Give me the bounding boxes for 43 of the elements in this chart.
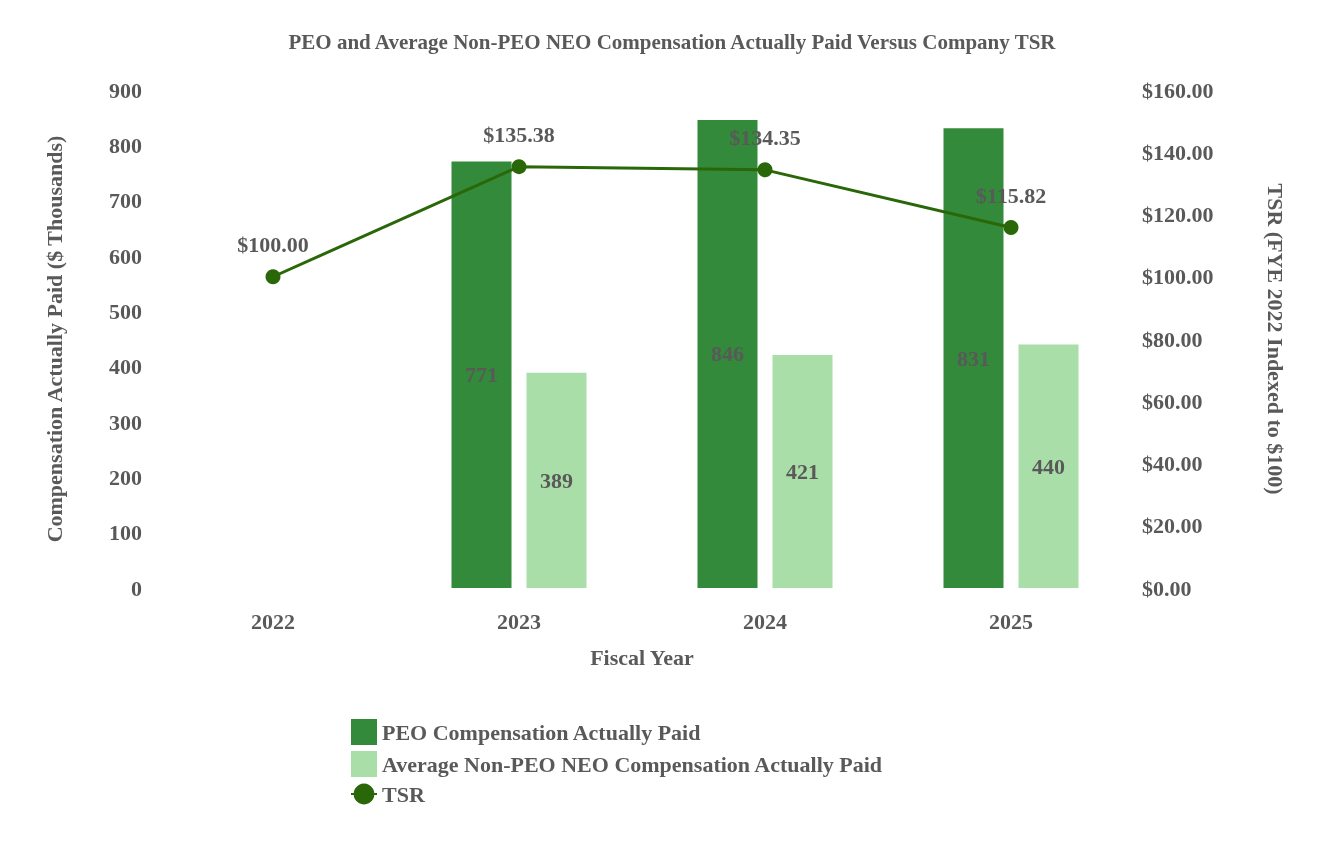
y-tick-label: 800	[109, 132, 142, 158]
y2-tick-label: $0.00	[1142, 575, 1192, 601]
y2-tick-label: $140.00	[1142, 139, 1214, 165]
bar	[526, 372, 587, 588]
y-tick-label: 500	[109, 298, 142, 324]
y2-axis-title: TSR (FYE 2022 Indexed to $100)	[1262, 183, 1288, 495]
point	[1003, 220, 1019, 236]
point	[265, 269, 281, 285]
y2-tick-label: $80.00	[1142, 326, 1203, 352]
x-tick-label: 2025	[989, 608, 1033, 634]
y2-tick-label: $40.00	[1142, 451, 1203, 476]
x-tick-label: 2023	[497, 608, 541, 634]
data-label: $100.00	[237, 231, 309, 257]
y2-tick-label: $60.00	[1142, 388, 1203, 414]
y-tick-label: 400	[109, 354, 142, 380]
y2-tick-label: $20.00	[1142, 513, 1203, 539]
x-tick-label: 2024	[743, 608, 787, 634]
x-tick-label: 2022	[251, 608, 295, 634]
data-label: 440	[1032, 453, 1065, 479]
y-tick-label: 300	[109, 409, 142, 435]
legend-label: PEO Compensation Actually Paid	[382, 719, 701, 745]
legend-label: Average Non-PEO NEO Compensation Actually Paid	[382, 751, 883, 777]
point	[757, 162, 773, 178]
y2-tick-label: $120.00	[1142, 202, 1214, 227]
y-tick-label: 700	[109, 188, 142, 214]
y2-tick-label: $160.00	[1142, 77, 1214, 103]
bar	[1018, 344, 1079, 588]
data-label: 421	[786, 459, 819, 485]
y-tick-label: 600	[109, 243, 142, 269]
y2-tick-label: $100.00	[1142, 264, 1214, 290]
data-label: 389	[540, 467, 573, 493]
y-tick-label: 100	[109, 520, 142, 546]
legend-label: TSR	[382, 781, 426, 807]
bar	[772, 355, 833, 588]
point	[511, 159, 527, 175]
chart-title: PEO and Average Non-PEO NEO Compensation Actually Paid Versus Company TSR	[288, 29, 1057, 54]
y-tick-label: 0	[131, 575, 142, 601]
data-label: $135.38	[483, 121, 555, 147]
x-axis-title: Fiscal Year	[590, 644, 695, 670]
y-axis-title: Compensation Actually Paid ($ Thousands)	[41, 135, 67, 543]
bar	[451, 161, 512, 588]
y-tick-label: 900	[109, 77, 142, 103]
y-tick-label: 200	[109, 464, 142, 490]
